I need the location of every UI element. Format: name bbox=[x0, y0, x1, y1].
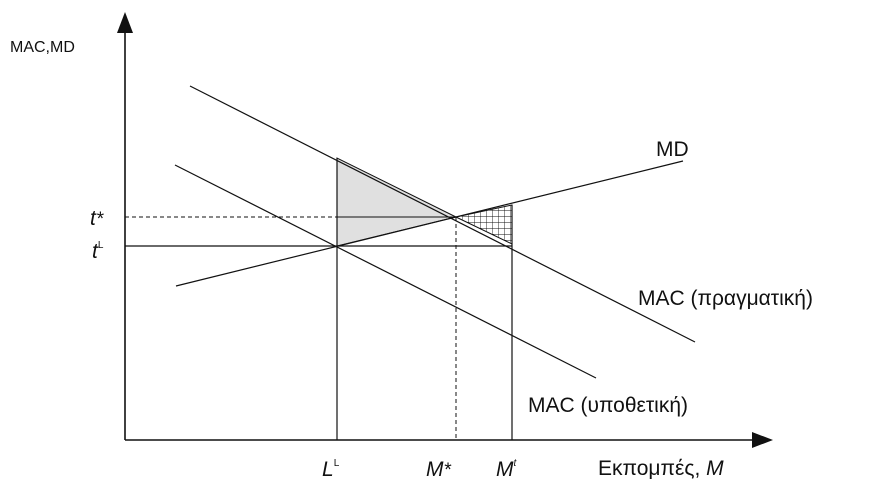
shaded-gray-triangle bbox=[336, 157, 458, 247]
L-L-mark: L bbox=[334, 458, 340, 469]
x-axis-label-var: M bbox=[706, 457, 724, 480]
x-axis-label-text: Εκπομπές, bbox=[598, 457, 706, 480]
x-axis-label: Εκπομπές, M bbox=[598, 457, 724, 480]
mac-hypothetical-line bbox=[174, 164, 597, 379]
mac-actual-label: MAC (πραγματική) bbox=[638, 287, 813, 310]
M-t-label: Mt bbox=[496, 458, 518, 481]
t-L-label: tL bbox=[92, 240, 104, 263]
M-star-label: M* bbox=[426, 458, 452, 481]
mac-hypothetical-label: MAC (υποθετική) bbox=[528, 394, 688, 417]
t-L-base: t bbox=[92, 240, 99, 263]
M-star-mark: * bbox=[444, 460, 452, 481]
x-axis-arrowhead bbox=[752, 432, 773, 448]
t-star-mark: * bbox=[96, 209, 104, 230]
t-L-mark: L bbox=[98, 240, 104, 251]
y-axis-label: MAC,MD bbox=[10, 39, 75, 56]
mac-actual-line bbox=[189, 85, 696, 343]
md-label: MD bbox=[656, 138, 689, 161]
M-t-mark: t bbox=[514, 458, 518, 469]
L-L-base: L bbox=[322, 458, 334, 481]
md-line bbox=[175, 160, 684, 287]
t-star-base: t bbox=[90, 207, 97, 230]
M-t-base: M bbox=[496, 458, 514, 481]
t-star-label: t* bbox=[90, 207, 104, 230]
L-L-label: LL bbox=[322, 458, 340, 481]
M-star-base: M bbox=[426, 458, 444, 481]
y-axis-arrowhead bbox=[117, 12, 133, 33]
